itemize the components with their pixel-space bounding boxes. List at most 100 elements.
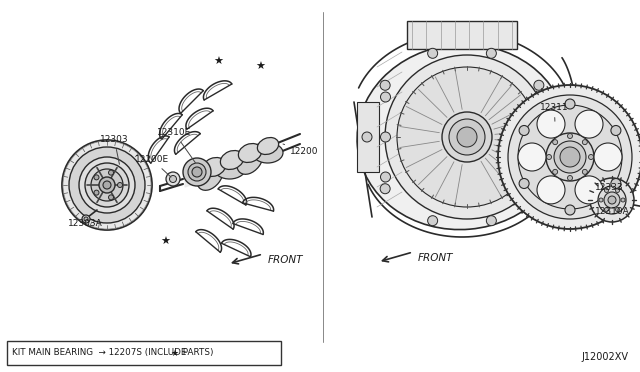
Circle shape [62, 140, 152, 230]
Circle shape [537, 176, 565, 204]
Circle shape [575, 110, 603, 138]
Ellipse shape [357, 44, 567, 230]
Text: 12303A: 12303A [68, 219, 103, 228]
Circle shape [94, 190, 99, 195]
Circle shape [560, 147, 580, 167]
Circle shape [519, 125, 529, 135]
Circle shape [616, 208, 620, 212]
Circle shape [486, 48, 497, 58]
Circle shape [534, 80, 544, 90]
Circle shape [547, 154, 552, 160]
Circle shape [598, 186, 626, 214]
Circle shape [565, 99, 575, 109]
Circle shape [183, 158, 211, 186]
Text: PARTS): PARTS) [180, 349, 214, 357]
Circle shape [565, 205, 575, 215]
Circle shape [498, 85, 640, 229]
Circle shape [575, 176, 603, 204]
Text: ★: ★ [170, 349, 178, 357]
Circle shape [519, 179, 529, 189]
Ellipse shape [214, 157, 246, 179]
Polygon shape [185, 142, 268, 187]
Circle shape [188, 163, 206, 181]
Circle shape [552, 132, 562, 142]
Circle shape [518, 105, 622, 209]
FancyBboxPatch shape [407, 21, 517, 49]
Circle shape [554, 141, 586, 173]
Text: 12200E: 12200E [135, 155, 171, 177]
Circle shape [428, 216, 438, 226]
Circle shape [611, 179, 621, 189]
Text: ★: ★ [160, 237, 170, 247]
Circle shape [380, 80, 390, 90]
Text: 12200: 12200 [283, 144, 319, 156]
Ellipse shape [238, 144, 262, 163]
Circle shape [99, 177, 115, 193]
Circle shape [381, 92, 390, 102]
Circle shape [192, 167, 202, 177]
Ellipse shape [197, 162, 223, 190]
Circle shape [590, 178, 634, 222]
Circle shape [518, 143, 546, 171]
Circle shape [605, 189, 609, 192]
Circle shape [457, 127, 477, 147]
Circle shape [449, 119, 485, 155]
Circle shape [616, 189, 620, 192]
Text: 12311: 12311 [540, 103, 568, 121]
Text: ★: ★ [213, 57, 223, 67]
Circle shape [508, 95, 632, 219]
Circle shape [582, 140, 588, 145]
Circle shape [589, 154, 593, 160]
Circle shape [85, 163, 129, 207]
Text: 12310A: 12310A [595, 208, 630, 217]
Circle shape [109, 195, 113, 200]
Circle shape [553, 140, 557, 145]
Circle shape [568, 176, 573, 180]
Circle shape [428, 48, 438, 58]
Circle shape [381, 132, 390, 142]
Text: 12303: 12303 [100, 135, 129, 164]
Circle shape [166, 172, 180, 186]
Ellipse shape [257, 138, 278, 154]
FancyBboxPatch shape [357, 102, 379, 172]
Circle shape [486, 216, 497, 226]
Circle shape [621, 198, 625, 202]
Circle shape [381, 172, 390, 182]
Ellipse shape [202, 157, 226, 176]
Text: FRONT: FRONT [418, 253, 454, 263]
Ellipse shape [253, 143, 283, 163]
Circle shape [534, 172, 543, 182]
Circle shape [594, 143, 622, 171]
Circle shape [82, 215, 90, 223]
Circle shape [534, 184, 544, 194]
Circle shape [605, 208, 609, 212]
Circle shape [599, 198, 603, 202]
Text: ★: ★ [255, 62, 265, 72]
Text: FRONT: FRONT [268, 255, 303, 265]
Circle shape [385, 55, 549, 219]
Circle shape [553, 169, 557, 174]
Circle shape [534, 92, 543, 102]
Circle shape [611, 125, 621, 135]
Circle shape [608, 196, 616, 204]
FancyBboxPatch shape [7, 341, 281, 365]
Text: KIT MAIN BEARING  → 12207S (INCLUDE: KIT MAIN BEARING → 12207S (INCLUDE [12, 349, 189, 357]
Circle shape [582, 169, 588, 174]
Text: J12002XV: J12002XV [581, 352, 628, 362]
Circle shape [362, 132, 372, 142]
Circle shape [568, 134, 573, 138]
Circle shape [103, 181, 111, 189]
Circle shape [94, 175, 99, 180]
Circle shape [380, 184, 390, 194]
Ellipse shape [220, 151, 244, 170]
Circle shape [79, 157, 135, 213]
Circle shape [604, 192, 620, 208]
Circle shape [109, 170, 113, 175]
Circle shape [442, 112, 492, 162]
Text: 12310E: 12310E [157, 128, 195, 163]
Circle shape [170, 176, 177, 183]
Circle shape [397, 67, 537, 207]
Circle shape [546, 133, 594, 181]
Circle shape [537, 110, 565, 138]
Circle shape [534, 132, 543, 142]
